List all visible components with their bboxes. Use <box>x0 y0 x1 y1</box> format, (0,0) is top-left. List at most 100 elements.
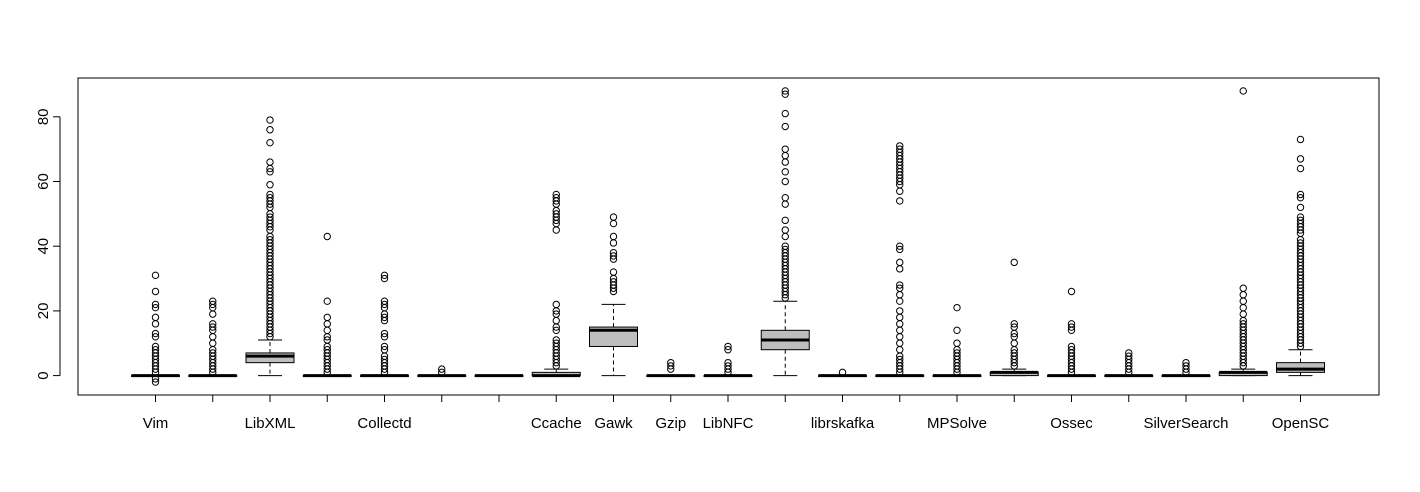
outlier-point <box>1182 368 1190 377</box>
outlier-point <box>1010 258 1018 267</box>
box-series <box>417 365 467 378</box>
outlier-point <box>323 333 331 341</box>
outlier-point <box>724 346 732 354</box>
outlier-point <box>1239 87 1247 95</box>
outlier-point <box>266 138 274 147</box>
outlier-point <box>781 90 789 98</box>
outlier-point <box>209 368 217 377</box>
outlier-point <box>609 239 618 247</box>
outlier-point <box>552 307 560 315</box>
x-tick-label: librskafka <box>811 415 875 432</box>
outlier-point <box>552 326 560 335</box>
box-series <box>818 368 867 378</box>
outlier-point <box>552 323 560 331</box>
outlier-point <box>781 177 789 186</box>
outlier-point <box>1296 190 1305 199</box>
outlier-point <box>1182 365 1190 373</box>
outlier-point <box>266 168 274 176</box>
outlier-point <box>151 329 160 338</box>
outlier-point <box>323 232 331 241</box>
box-iqr <box>245 352 295 364</box>
outlier-point <box>209 300 217 309</box>
x-tick-label: Gzip <box>655 415 686 432</box>
x-tick-label: Ossec <box>1050 415 1093 432</box>
outlier-point <box>266 116 274 124</box>
y-tick-label: 40 <box>35 238 52 255</box>
outlier-point <box>609 284 618 292</box>
box-series <box>875 142 925 378</box>
box-series <box>360 271 409 378</box>
outlier-point <box>151 271 160 280</box>
box-series <box>474 374 524 378</box>
outlier-point <box>380 300 389 309</box>
outlier-point <box>1239 358 1247 367</box>
outlier-point <box>896 245 904 254</box>
y-tick-label: 80 <box>35 108 52 125</box>
outlier-point <box>781 158 789 166</box>
outlier-point <box>1067 326 1076 335</box>
outlier-point <box>953 365 961 373</box>
box-series <box>1276 135 1325 377</box>
box-series <box>131 271 180 386</box>
outlier-point <box>438 368 446 377</box>
outlier-point <box>1067 287 1076 296</box>
outlier-point <box>896 177 904 186</box>
outlier-point <box>151 365 160 373</box>
outlier-point <box>1296 193 1305 202</box>
outlier-point <box>1296 164 1305 173</box>
outlier-point <box>838 368 847 377</box>
outlier-point <box>724 368 732 377</box>
outlier-point <box>1296 339 1305 347</box>
outlier-point <box>1296 203 1305 212</box>
x-tick-label: LibNFC <box>703 415 754 432</box>
outlier-point <box>552 362 560 370</box>
box-series <box>932 303 982 378</box>
outlier-point <box>609 255 618 263</box>
box-series <box>1161 358 1211 378</box>
outlier-point <box>609 287 618 296</box>
outlier-point <box>151 375 160 383</box>
outlier-point <box>1067 323 1076 331</box>
box-series-group <box>131 87 1325 386</box>
outlier-point <box>896 265 904 273</box>
outlier-point <box>266 126 274 134</box>
outlier-point <box>781 200 789 208</box>
outlier-point <box>209 323 217 331</box>
outlier-point <box>266 223 274 231</box>
outlier-point <box>1010 329 1018 338</box>
outlier-point <box>667 365 675 373</box>
outlier-point <box>1010 358 1018 367</box>
x-axis: Vim LibXML Collectd Ccache Gawk Gzip LibNFC lib… <box>143 395 1329 432</box>
outlier-point <box>323 368 331 377</box>
outlier-point <box>380 271 389 280</box>
box-series <box>760 87 810 377</box>
outlier-point <box>953 303 961 312</box>
box-series <box>188 297 238 378</box>
x-tick-label: Ccache <box>531 415 582 432</box>
outlier-point <box>209 310 217 318</box>
x-tick-label: Collectd <box>357 415 411 432</box>
outlier-point <box>781 109 789 118</box>
outlier-point <box>781 122 789 131</box>
outlier-point <box>896 365 904 373</box>
outlier-point <box>438 365 446 373</box>
outlier-point <box>380 368 389 377</box>
outlier-point <box>896 242 904 250</box>
y-tick-label: 20 <box>35 303 52 320</box>
outlier-point <box>1125 368 1133 377</box>
outlier-point <box>609 219 618 228</box>
outlier-point <box>323 297 331 305</box>
outlier-point <box>323 365 331 373</box>
outlier-point <box>1296 155 1305 163</box>
outlier-point <box>781 294 789 302</box>
outlier-point <box>380 329 389 338</box>
y-tick-label: 0 <box>35 371 52 379</box>
outlier-point <box>781 87 789 95</box>
box-series <box>245 116 295 377</box>
box-series <box>589 213 638 377</box>
outlier-point <box>896 297 904 305</box>
box-series <box>1218 87 1268 377</box>
box-series <box>1047 287 1096 378</box>
box-iqr <box>589 326 638 347</box>
